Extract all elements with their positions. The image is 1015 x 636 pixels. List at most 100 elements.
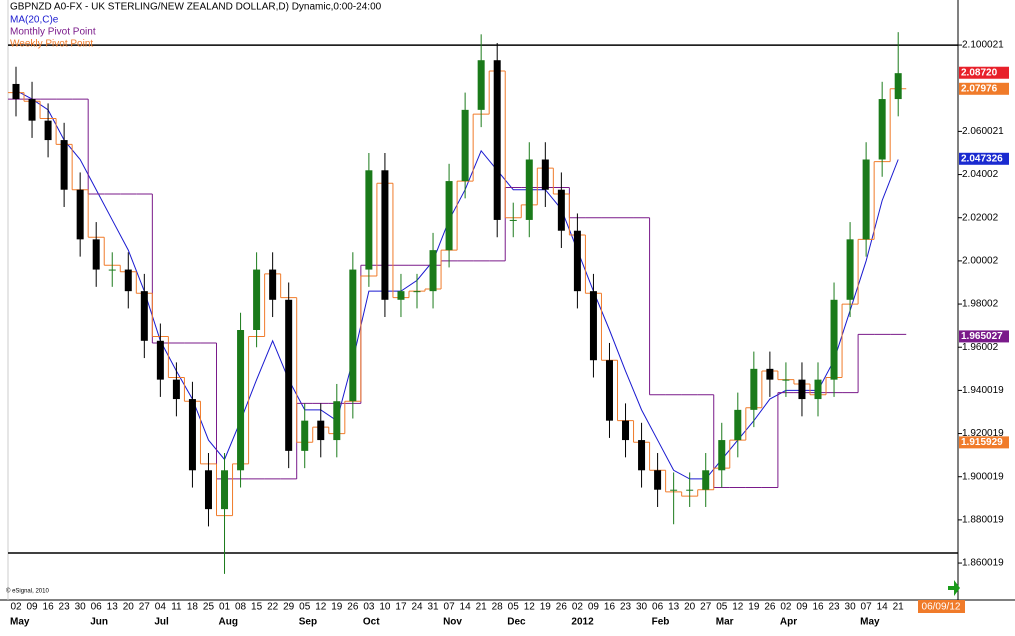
y-tick-label: 2.060021 bbox=[962, 126, 1004, 137]
x-tick-label: 13 bbox=[107, 602, 119, 613]
x-tick-label: 19 bbox=[748, 602, 760, 613]
x-tick-label: 05 bbox=[299, 602, 311, 613]
candle-body bbox=[670, 489, 678, 491]
candle-body bbox=[702, 470, 710, 490]
candle-body bbox=[654, 470, 662, 490]
month-label: May bbox=[860, 617, 880, 628]
x-tick-label: 09 bbox=[796, 602, 808, 613]
candle-body bbox=[333, 401, 341, 441]
candle-body bbox=[573, 230, 581, 292]
x-tick-label: 06 bbox=[91, 602, 103, 613]
price-flag bbox=[959, 82, 1009, 95]
x-tick-label: 09 bbox=[588, 602, 600, 613]
candle-body bbox=[269, 269, 277, 300]
y-tick-label: 1.900019 bbox=[962, 471, 1004, 482]
candle-body bbox=[317, 420, 325, 441]
x-tick-label: 06 bbox=[652, 602, 664, 613]
x-tick-label: 26 bbox=[764, 602, 776, 613]
x-tick-label: 04 bbox=[155, 602, 167, 613]
candle-body bbox=[12, 83, 20, 100]
x-tick-label: 30 bbox=[75, 602, 87, 613]
month-label: May bbox=[10, 617, 30, 628]
month-label: Dec bbox=[507, 617, 526, 628]
x-tick-label: 26 bbox=[347, 602, 359, 613]
candle-body bbox=[221, 470, 229, 510]
x-tick-label: 27 bbox=[700, 602, 712, 613]
y-tick-label: 1.96002 bbox=[962, 342, 999, 353]
legend-entry: Monthly Pivot Point bbox=[10, 27, 96, 38]
month-label: 2012 bbox=[571, 617, 594, 628]
candle-body bbox=[493, 60, 501, 220]
x-tick-label: 30 bbox=[636, 602, 648, 613]
month-label: Sep bbox=[299, 617, 317, 628]
candle-body bbox=[638, 440, 646, 471]
month-label: Jul bbox=[154, 617, 169, 628]
date-box bbox=[918, 600, 965, 613]
y-tick-label: 1.860019 bbox=[962, 558, 1004, 569]
x-tick-label: 24 bbox=[411, 602, 423, 613]
x-tick-label: 11 bbox=[171, 602, 182, 613]
x-tick-label: 02 bbox=[572, 602, 584, 613]
candle-body bbox=[878, 99, 886, 160]
y-tick-label: 2.02002 bbox=[962, 212, 999, 223]
x-tick-label: 21 bbox=[476, 602, 488, 613]
candle-body bbox=[541, 159, 549, 190]
candle-body bbox=[734, 409, 742, 441]
candle-body bbox=[188, 399, 196, 471]
x-tick-label: 09 bbox=[26, 602, 38, 613]
y-tick-label: 1.98002 bbox=[962, 299, 999, 310]
candle-body bbox=[28, 99, 36, 121]
month-label: Oct bbox=[363, 617, 380, 628]
x-tick-label: 02 bbox=[10, 602, 22, 613]
x-tick-label: 05 bbox=[716, 602, 728, 613]
candle-body bbox=[862, 159, 870, 240]
candle-body bbox=[445, 181, 453, 251]
x-tick-label: 02 bbox=[780, 602, 792, 613]
candle-body bbox=[686, 489, 694, 491]
month-label: Jun bbox=[90, 617, 108, 628]
x-tick-label: 26 bbox=[556, 602, 568, 613]
x-tick-label: 19 bbox=[540, 602, 552, 613]
candle-body bbox=[525, 159, 533, 220]
y-tick-label: 1.880019 bbox=[962, 515, 1004, 526]
candle-body bbox=[413, 291, 421, 293]
month-label: Apr bbox=[780, 617, 797, 628]
x-tick-label: 07 bbox=[861, 602, 873, 613]
candle-body bbox=[140, 291, 148, 341]
chart-title: GBPNZD A0-FX - UK STERLING/NEW ZEALAND D… bbox=[10, 2, 382, 13]
x-tick-label: 16 bbox=[812, 602, 824, 613]
x-tick-label: 20 bbox=[684, 602, 696, 613]
scroll-icon[interactable] bbox=[948, 580, 960, 596]
candle-body bbox=[204, 470, 212, 510]
copyright: © eSignal, 2010 bbox=[6, 588, 49, 595]
x-tick-label: 12 bbox=[524, 602, 536, 613]
x-tick-label: 28 bbox=[492, 602, 504, 613]
candle-body bbox=[285, 299, 293, 451]
price-flag-label: 1.965027 bbox=[961, 331, 1003, 342]
x-tick-label: 08 bbox=[235, 602, 247, 613]
candle-body bbox=[429, 250, 437, 292]
candle-body bbox=[509, 219, 517, 221]
candle-body bbox=[605, 360, 613, 421]
x-tick-label: 21 bbox=[893, 602, 905, 613]
candle-body bbox=[301, 420, 309, 451]
x-tick-label: 05 bbox=[508, 602, 520, 613]
candle-body bbox=[814, 379, 822, 400]
candle-body bbox=[782, 379, 790, 381]
candle-body bbox=[766, 368, 774, 380]
candle-body bbox=[622, 420, 630, 441]
x-tick-label: 16 bbox=[43, 602, 55, 613]
price-flag bbox=[959, 152, 1009, 165]
candle-body bbox=[172, 379, 180, 400]
price-flag-label: 2.07976 bbox=[961, 83, 998, 94]
x-tick-label: 14 bbox=[877, 602, 889, 613]
x-tick-label: 03 bbox=[363, 602, 375, 613]
x-tick-label: 23 bbox=[59, 602, 71, 613]
date-label: 06/09/12 bbox=[922, 602, 961, 613]
x-tick-label: 14 bbox=[460, 602, 472, 613]
x-tick-label: 20 bbox=[123, 602, 135, 613]
x-tick-label: 31 bbox=[427, 602, 439, 613]
candle-body bbox=[44, 120, 52, 141]
candle-body bbox=[397, 291, 405, 300]
